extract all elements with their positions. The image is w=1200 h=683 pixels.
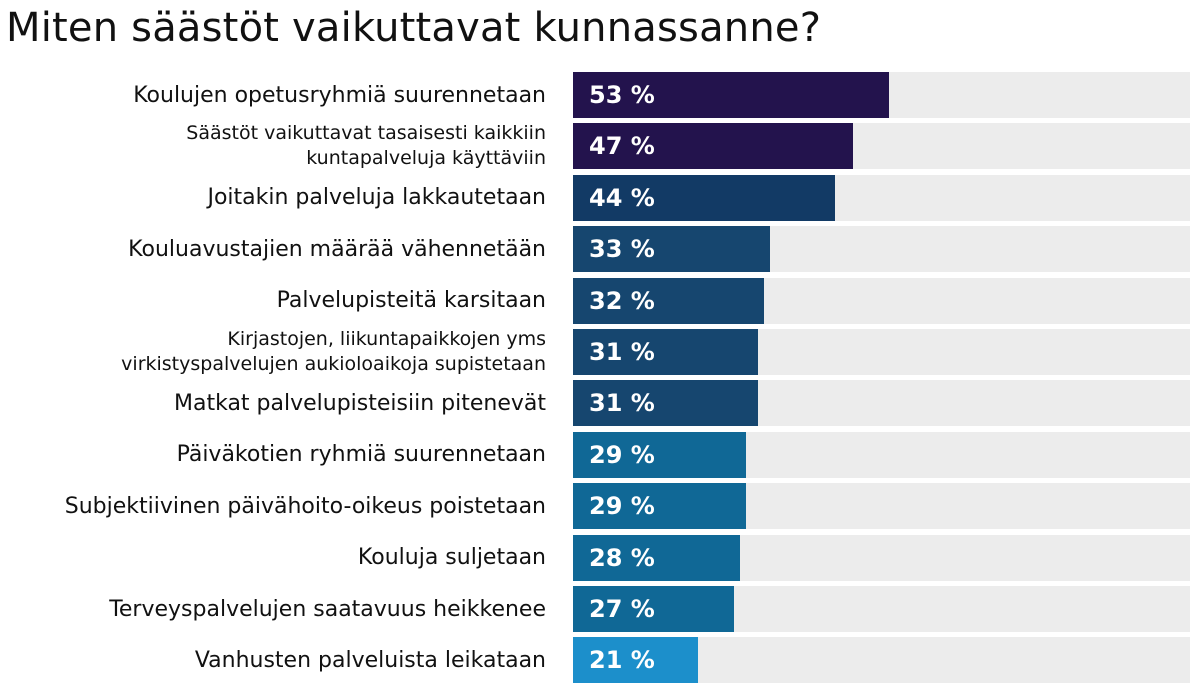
bar: 53 % — [573, 72, 889, 118]
bar: 28 % — [573, 534, 740, 581]
value-label: 21 % — [589, 646, 655, 675]
bar-track: 31 % — [573, 329, 1190, 375]
value-label: 28 % — [589, 543, 655, 572]
bar-row: Vanhusten palveluista leikataan 21 % — [0, 637, 1200, 683]
category-label: Päiväkotien ryhmiä suurennetaan — [176, 442, 546, 468]
value-label: 33 % — [589, 235, 655, 264]
category-label: Koulujen opetusryhmiä suurennetaan — [133, 82, 546, 108]
bar-row: Kirjastojen, liikuntapaikkojen yms virki… — [0, 328, 1200, 375]
value-label: 27 % — [589, 595, 655, 623]
category-label: Kirjastojen, liikuntapaikkojen yms virki… — [121, 328, 546, 375]
bar-row: Joitakin palveluja lakkautetaan 44 % — [0, 174, 1200, 221]
category-label: Terveyspalvelujen saatavuus heikkenee — [109, 596, 546, 622]
bar: 29 % — [573, 483, 746, 530]
value-label: 29 % — [589, 492, 655, 521]
chart-title: Miten säästöt vaikuttavat kunnassanne? — [6, 5, 822, 51]
bar-row: Matkat palvelupisteisiin pitenevät 31 % — [0, 380, 1200, 427]
bar-track: 44 % — [573, 174, 1190, 221]
category-label: Vanhusten palveluista leikataan — [194, 647, 546, 673]
bar-row: Koulujen opetusryhmiä suurennetaan 53 % — [0, 72, 1200, 118]
value-label: 47 % — [589, 132, 655, 161]
category-label: Kouluavustajien määrää vähennetään — [128, 236, 546, 262]
category-label: Kouluja suljetaan — [357, 545, 546, 571]
category-label: Subjektiivinen päivähoito-oikeus poistet… — [64, 493, 546, 519]
bar: 33 % — [573, 226, 770, 273]
bar-track: 21 % — [573, 637, 1190, 683]
bar-track: 28 % — [573, 534, 1190, 581]
bar-track: 31 % — [573, 380, 1190, 427]
bar: 31 % — [573, 329, 758, 375]
bar: 32 % — [573, 277, 764, 324]
bar-track: 29 % — [573, 483, 1190, 530]
value-label: 31 % — [589, 389, 655, 418]
bar-track: 32 % — [573, 277, 1190, 324]
bar: 44 % — [573, 174, 835, 221]
value-label: 31 % — [589, 338, 655, 366]
bar-row: Kouluja suljetaan 28 % — [0, 534, 1200, 581]
bar-row: Säästöt vaikuttavat tasaisesti kaikkiin … — [0, 122, 1200, 170]
category-label: Joitakin palveluja lakkautetaan — [207, 185, 546, 211]
bar-row: Päiväkotien ryhmiä suurennetaan 29 % — [0, 431, 1200, 478]
bar-track: 33 % — [573, 226, 1190, 273]
bar-track: 27 % — [573, 586, 1190, 632]
bar-row: Subjektiivinen päivähoito-oikeus poistet… — [0, 483, 1200, 530]
bar: 47 % — [573, 123, 853, 170]
value-label: 44 % — [589, 183, 655, 212]
bar-track: 47 % — [573, 123, 1190, 170]
category-label: Palvelupisteitä karsitaan — [276, 288, 546, 314]
value-label: 29 % — [589, 440, 655, 469]
bar-track: 53 % — [573, 72, 1190, 118]
bar-track: 29 % — [573, 431, 1190, 478]
category-label: Matkat palvelupisteisiin pitenevät — [174, 390, 546, 416]
bar-row: Kouluavustajien määrää vähennetään 33 % — [0, 226, 1200, 273]
bar-row: Palvelupisteitä karsitaan 32 % — [0, 277, 1200, 324]
value-label: 53 % — [589, 81, 655, 109]
bar-row: Terveyspalvelujen saatavuus heikkenee 27 … — [0, 586, 1200, 632]
bar: 27 % — [573, 586, 734, 632]
bar: 31 % — [573, 380, 758, 427]
bar: 29 % — [573, 431, 746, 478]
category-label: Säästöt vaikuttavat tasaisesti kaikkiin … — [186, 122, 546, 170]
bar: 21 % — [573, 637, 698, 683]
value-label: 32 % — [589, 286, 655, 315]
